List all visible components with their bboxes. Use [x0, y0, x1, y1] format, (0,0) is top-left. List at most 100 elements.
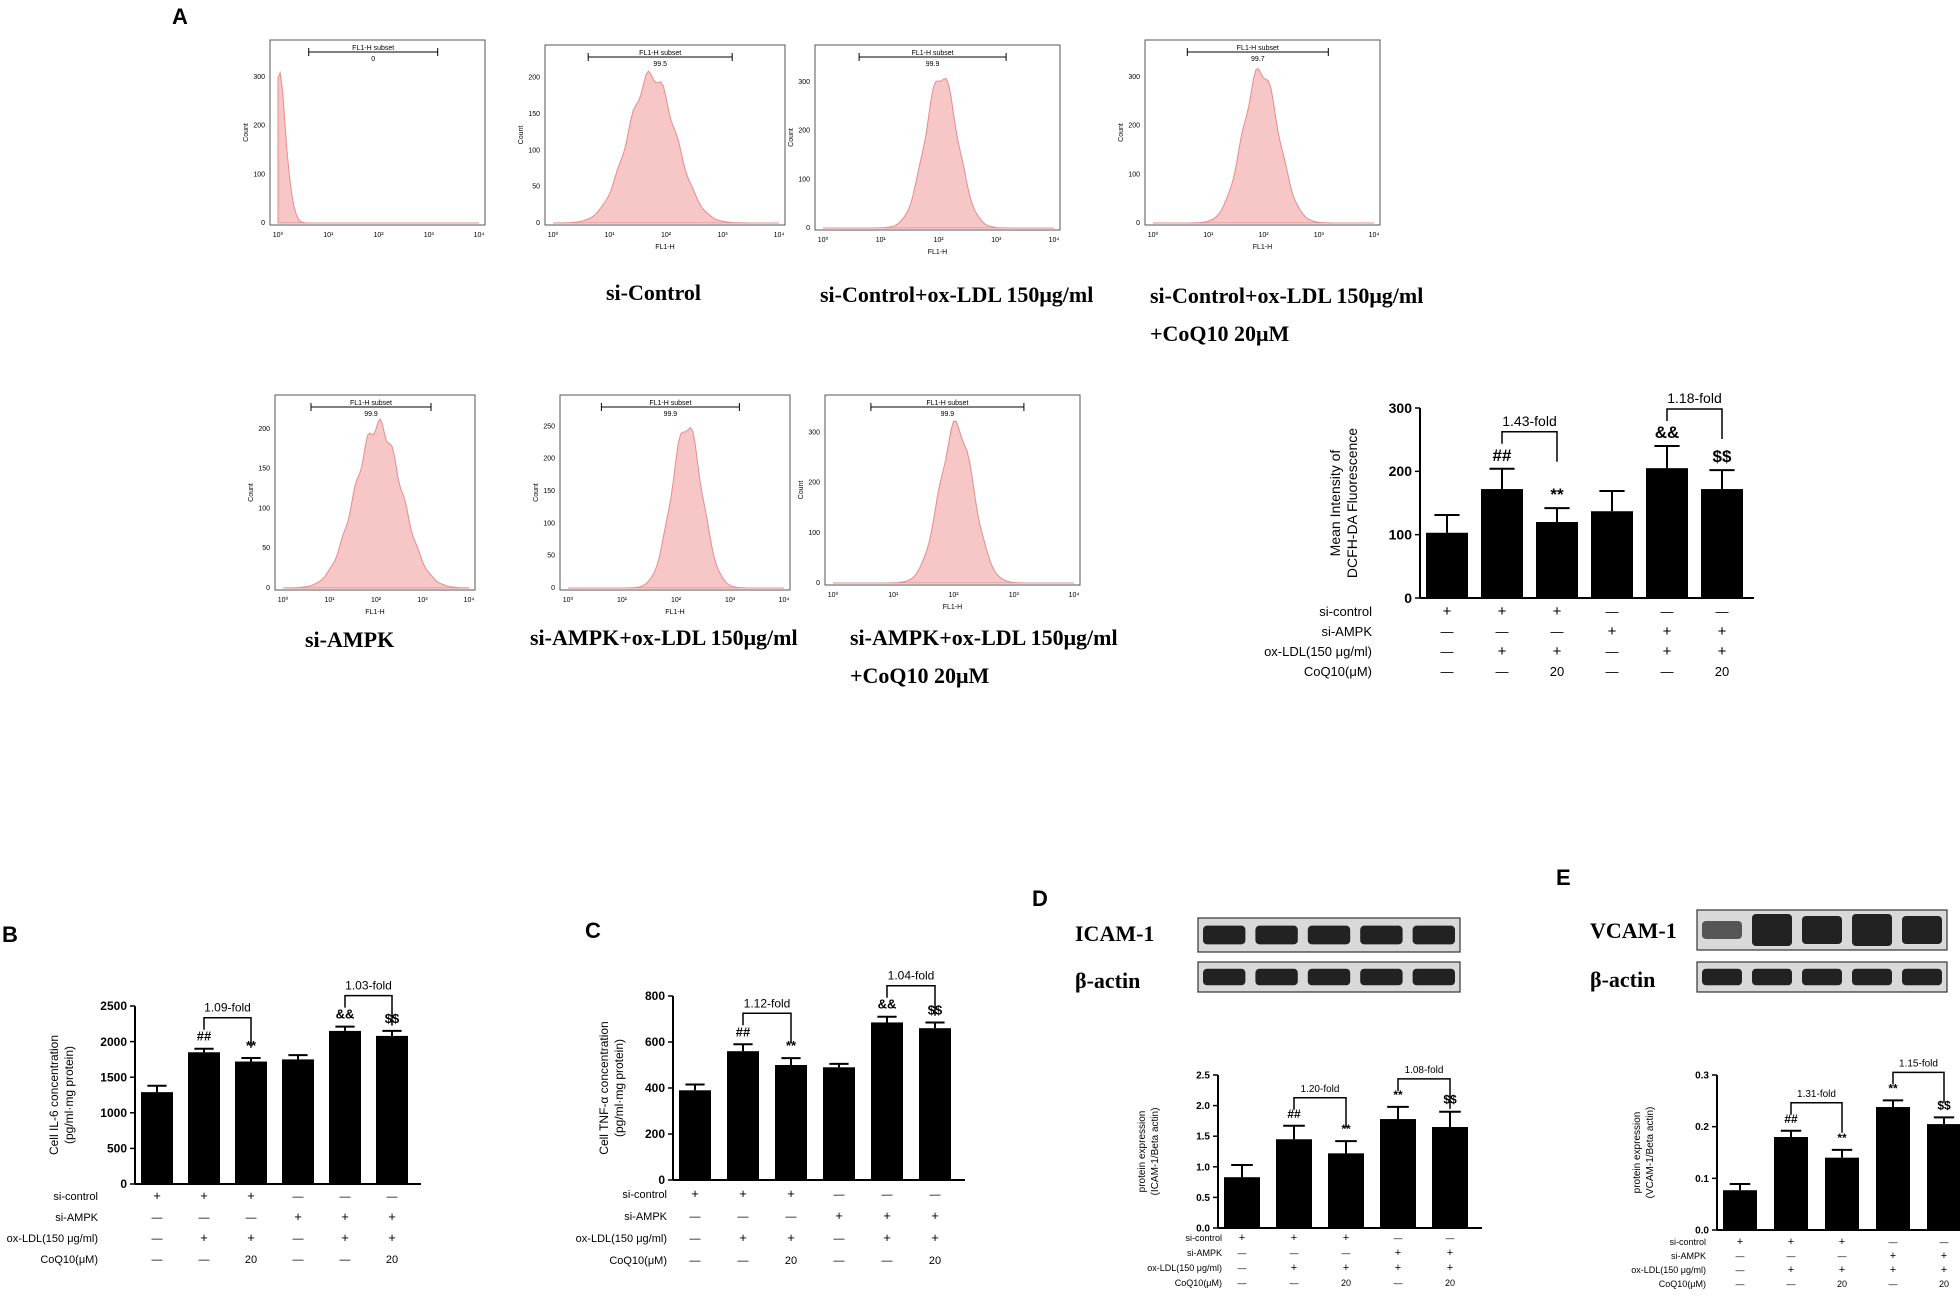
y-tick-label: 300 [253, 74, 265, 81]
condition-mark: — [1238, 1278, 1247, 1288]
y-tick-label: 150 [528, 111, 540, 118]
condition-mark: + [247, 1188, 255, 1203]
histogram-frame [824, 394, 1081, 586]
gate-percent: 99.9 [664, 411, 678, 418]
significance-mark: && [336, 1007, 355, 1022]
blot-band [1752, 968, 1792, 986]
blot-band [1702, 968, 1742, 986]
y-tick-label: 300 [1389, 400, 1413, 416]
y-tick-label: 200 [543, 456, 555, 463]
y-tick-label: 2.0 [1196, 1101, 1210, 1112]
x-axis-label: FL1-H [928, 249, 947, 256]
x-tick-label: 10¹ [604, 232, 615, 239]
bar-2 [188, 1052, 220, 1184]
condition-mark: — [1551, 624, 1564, 639]
y-tick-label: 600 [645, 1035, 665, 1049]
x-tick-label: 10² [373, 232, 384, 239]
bar-chart-c: 0 200 400 600 800 Cell TNF-α concentration (pg… [576, 969, 965, 1267]
condition-mark: — [834, 1255, 845, 1267]
y-tick-label: 100 [1128, 171, 1140, 178]
fold-label: 1.03-fold [345, 979, 392, 993]
condition-label: si-AMPK [1321, 624, 1372, 639]
x-tick-label: 10³ [991, 237, 1002, 244]
y-tick-label: 2.5 [1196, 1071, 1210, 1082]
x-tick-label: 10² [661, 232, 672, 239]
panel-label-a: A [172, 4, 188, 29]
y-tick-label: 0 [816, 580, 820, 587]
y-axis-label: Count [788, 128, 795, 147]
condition-label: si-AMPK [55, 1212, 98, 1224]
y-tick-label: 250 [543, 423, 555, 430]
condition-label: CoQ10(μM) [609, 1255, 667, 1267]
condition-mark: — [1838, 1251, 1847, 1261]
condition-mark: + [1890, 1250, 1896, 1262]
condition-mark: — [1238, 1263, 1247, 1273]
condition-mark: + [931, 1230, 939, 1245]
blot-row-label: β-actin [1075, 968, 1140, 993]
bar-1 [141, 1092, 173, 1184]
condition-mark: — [340, 1254, 351, 1266]
x-tick-label: 10² [671, 597, 682, 604]
y-tick-label: 200 [528, 75, 540, 82]
fold-bracket [1666, 408, 1723, 439]
condition-mark: + [931, 1208, 939, 1223]
condition-mark: — [387, 1191, 398, 1203]
y-axis-label: Count [1118, 123, 1125, 142]
blot-band [1255, 925, 1298, 945]
condition-mark: 20 [245, 1254, 257, 1266]
condition-mark: — [199, 1254, 210, 1266]
y-tick-label: 100 [528, 147, 540, 154]
y-tick-label: 0 [120, 1177, 127, 1191]
bar-3 [775, 1065, 807, 1180]
x-tick-label: 10³ [717, 232, 728, 239]
y-axis-label: (pg/ml·mg protein) [612, 1039, 626, 1137]
y-axis-label: Cell TNF-α concentration [597, 1021, 611, 1154]
y-tick-label: 200 [258, 426, 270, 433]
y-axis-label: Count [243, 123, 250, 142]
bar-4 [1876, 1107, 1910, 1230]
gate-label: FL1-H subset [639, 50, 681, 57]
x-tick-label: 10⁴ [779, 597, 790, 604]
fold-bracket [886, 984, 936, 1016]
gate-percent: 99.9 [364, 411, 378, 418]
condition-mark: — [1496, 624, 1509, 639]
x-tick-label: 10⁴ [774, 232, 785, 239]
western-blot-e: VCAM-1 β-actin [1590, 909, 1948, 993]
histogram-caption: si-AMPK [305, 627, 394, 652]
condition-mark: 20 [1715, 664, 1729, 679]
condition-label: si-AMPK [1671, 1251, 1706, 1261]
x-tick-label: 10⁰ [1148, 231, 1159, 239]
condition-mark: + [1941, 1264, 1947, 1276]
histogram-peak [282, 418, 470, 589]
x-tick-label: 10² [1258, 232, 1269, 239]
x-tick-label: 10³ [417, 597, 428, 604]
significance-mark: $$ [1937, 1098, 1951, 1112]
condition-mark: 20 [1550, 664, 1564, 679]
condition-mark: — [1290, 1248, 1299, 1258]
histogram-2: FL1-H subset 99.5 0 50 100 150 200 Count 10⁰ 10¹ 1… [518, 44, 786, 305]
x-tick-label: 10⁰ [278, 596, 289, 604]
condition-mark: 20 [1837, 1279, 1847, 1289]
x-tick-label: 10¹ [876, 237, 887, 244]
condition-mark: — [1661, 664, 1674, 679]
blot-band [1902, 916, 1942, 944]
condition-mark: — [786, 1211, 797, 1223]
significance-mark: && [878, 997, 897, 1012]
x-axis-label: FL1-H [365, 609, 384, 616]
condition-mark: — [1736, 1251, 1745, 1261]
condition-mark: + [1498, 603, 1507, 620]
histogram-frame [269, 39, 486, 226]
x-tick-label: 10⁰ [563, 596, 574, 604]
histogram-caption: si-Control+ox-LDL 150μg/ml [820, 282, 1093, 307]
y-tick-label: 0.0 [1695, 1226, 1709, 1237]
fold-bracket [1892, 1071, 1945, 1103]
condition-mark: + [1291, 1232, 1297, 1244]
fold-bracket [1293, 1097, 1347, 1128]
histogram-4: FL1-H subset 99.7 0 100 200 300 Count 10⁰ 10¹ 10²… [1118, 39, 1423, 346]
y-tick-label: 0 [261, 220, 265, 227]
bar-6 [376, 1035, 408, 1184]
histogram-caption: si-AMPK+ox-LDL 150μg/ml [530, 625, 798, 650]
condition-label: ox-LDL(150 μg/ml) [576, 1233, 667, 1245]
condition-mark: — [1716, 604, 1729, 619]
condition-label: ox-LDL(150 μg/ml) [1631, 1265, 1706, 1275]
